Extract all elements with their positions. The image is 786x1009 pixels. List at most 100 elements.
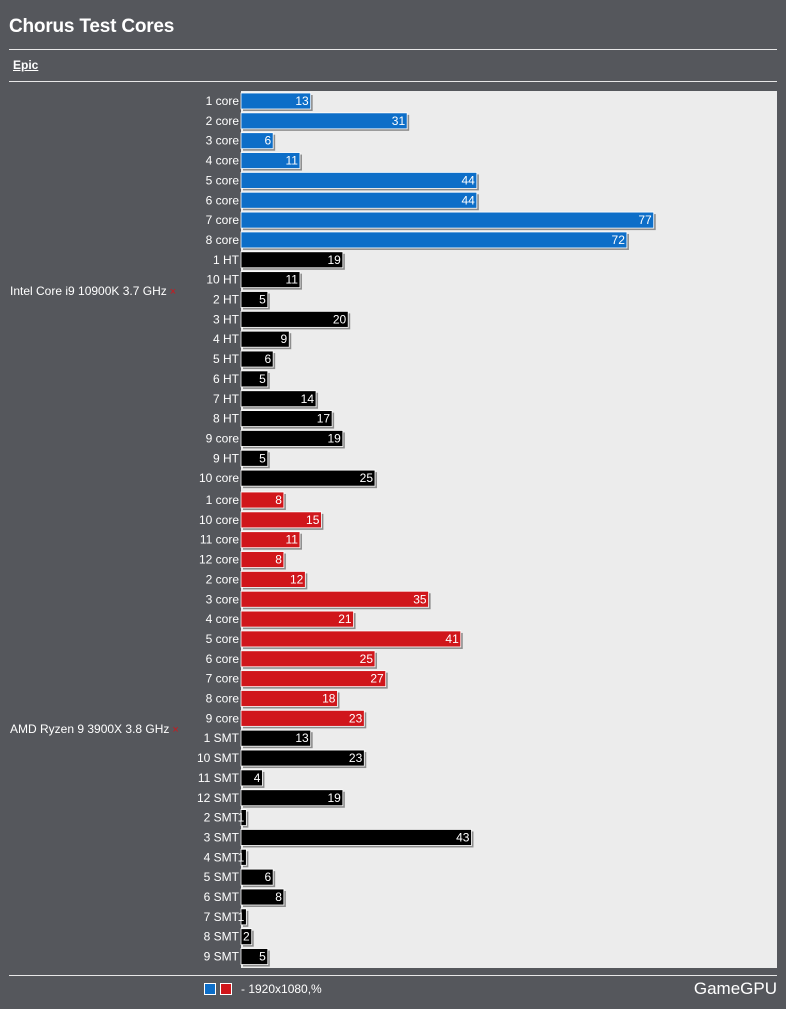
bar-amd-5[interactable] <box>240 590 430 608</box>
category-label: 8 core <box>206 233 240 247</box>
category-label: 5 HT <box>213 352 240 366</box>
bar-intel-19[interactable] <box>240 469 376 487</box>
bar-intel-12[interactable] <box>240 330 290 348</box>
remove-series-icon[interactable]: × <box>172 724 179 737</box>
bar-intel-14[interactable] <box>240 370 269 388</box>
value-label: 9 <box>281 332 288 346</box>
value-label: 14 <box>301 392 315 406</box>
category-label: 1 core <box>206 493 240 507</box>
bar-amd-10[interactable] <box>240 690 338 707</box>
category-label: 4 HT <box>213 332 240 346</box>
category-label: 9 SMT <box>204 950 240 964</box>
bar-intel-11[interactable] <box>240 310 349 328</box>
bar-amd-2[interactable] <box>240 531 301 549</box>
preset-link[interactable]: Epic <box>13 58 39 72</box>
category-label: 6 core <box>206 652 240 666</box>
bar-amd-13[interactable] <box>240 749 365 767</box>
value-label: 27 <box>370 672 384 686</box>
bar-intel-3[interactable] <box>240 152 301 169</box>
bar-amd-20[interactable] <box>240 888 285 906</box>
legend-swatch-amd[interactable] <box>220 983 232 995</box>
category-label: 2 SMT <box>204 811 240 825</box>
bar-amd-18[interactable] <box>240 848 247 866</box>
category-label: 7 SMT <box>204 910 240 924</box>
category-label: 4 SMT <box>204 850 240 864</box>
bar-amd-4[interactable] <box>240 571 306 588</box>
bar-intel-6[interactable] <box>240 211 655 229</box>
bar-intel-1[interactable] <box>240 112 408 130</box>
bar-intel-2[interactable] <box>240 132 274 150</box>
bar-intel-4[interactable] <box>240 171 478 189</box>
bar-amd-9[interactable] <box>240 670 387 688</box>
bar-intel-16[interactable] <box>240 410 333 428</box>
value-label: 21 <box>338 612 352 626</box>
bar-amd-22[interactable] <box>240 928 253 946</box>
bar-amd-7[interactable] <box>240 630 462 648</box>
value-label: 8 <box>275 493 282 507</box>
bar-amd-3[interactable] <box>240 551 285 568</box>
bar-amd-12[interactable] <box>240 729 312 747</box>
category-label: 7 core <box>206 672 240 686</box>
value-label: 5 <box>259 950 266 964</box>
value-label: 35 <box>413 592 427 606</box>
bar-intel-8[interactable] <box>240 251 344 269</box>
bar-intel-5[interactable] <box>240 191 478 209</box>
category-label: 12 SMT <box>197 791 240 805</box>
bar-amd-21[interactable] <box>240 908 247 926</box>
bar-intel-7[interactable] <box>240 231 628 249</box>
category-label: 7 core <box>206 213 240 227</box>
value-label: 1 <box>238 910 245 924</box>
bar-amd-11[interactable] <box>240 709 365 727</box>
category-label: 3 HT <box>213 312 240 326</box>
bar-intel-0[interactable] <box>240 92 312 110</box>
category-label: 2 core <box>206 114 240 128</box>
bar-amd-8[interactable] <box>240 650 376 668</box>
value-label: 25 <box>360 652 374 666</box>
category-label: 4 core <box>206 154 240 168</box>
value-label: 1 <box>238 811 245 825</box>
value-label: 19 <box>327 253 341 267</box>
category-label: 6 core <box>206 193 240 207</box>
header-divider <box>9 81 777 82</box>
bar-amd-16[interactable] <box>240 809 247 826</box>
value-label: 5 <box>259 451 266 465</box>
category-label: 3 core <box>206 592 240 606</box>
bar-amd-6[interactable] <box>240 610 354 628</box>
bar-intel-17[interactable] <box>240 430 344 447</box>
bar-amd-1[interactable] <box>240 511 322 529</box>
category-label: 5 core <box>206 632 240 646</box>
value-label: 23 <box>349 711 363 725</box>
bar-intel-15[interactable] <box>240 390 317 408</box>
remove-series-icon[interactable]: × <box>169 285 177 298</box>
bar-amd-17[interactable] <box>240 829 472 846</box>
value-label: 44 <box>461 173 475 187</box>
value-label: 8 <box>275 890 282 904</box>
bar-intel-9[interactable] <box>240 271 301 289</box>
category-label: 9 HT <box>213 451 240 465</box>
bar-intel-10[interactable] <box>240 291 269 308</box>
value-label: 13 <box>295 731 309 745</box>
category-label: 11 SMT <box>198 771 240 785</box>
bar-amd-0[interactable] <box>240 491 285 509</box>
category-label: 9 core <box>206 431 240 445</box>
value-label: 25 <box>360 471 374 485</box>
value-label: 5 <box>259 372 266 386</box>
value-label: 17 <box>317 412 331 426</box>
value-label: 31 <box>392 114 406 128</box>
legend-swatch-intel[interactable] <box>204 983 216 995</box>
bar-amd-15[interactable] <box>240 789 344 807</box>
category-label: 8 SMT <box>204 930 240 944</box>
bar-amd-23[interactable] <box>240 948 269 965</box>
value-label: 41 <box>445 632 459 646</box>
value-label: 72 <box>612 233 626 247</box>
value-label: 2 <box>243 930 250 944</box>
bar-intel-18[interactable] <box>240 449 269 467</box>
bar-intel-13[interactable] <box>240 350 274 368</box>
bar-amd-19[interactable] <box>240 868 274 886</box>
category-label: 1 HT <box>213 253 240 267</box>
group-name: Intel Core i9 10900K 3.7 GHz <box>10 283 167 298</box>
value-label: 19 <box>327 431 341 445</box>
value-label: 1 <box>238 850 245 864</box>
bar-amd-14[interactable] <box>240 769 263 787</box>
